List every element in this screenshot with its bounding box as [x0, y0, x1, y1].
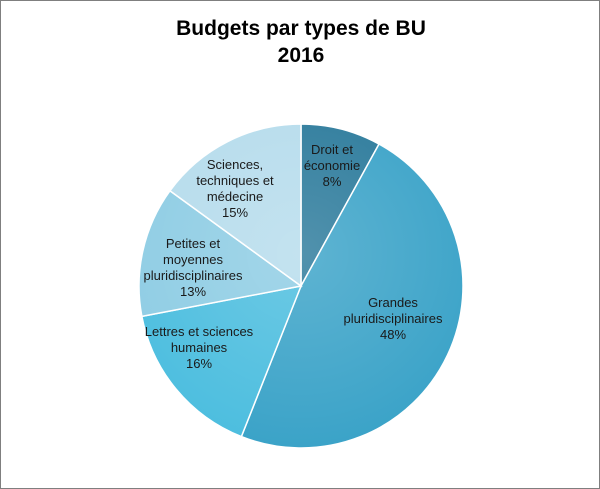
chart-title-line-1: Budgets par types de BU — [176, 17, 426, 40]
slice-label: Petites et moyennes pluridisciplinaires 13% — [144, 236, 243, 299]
slice-label: Sciences, techniques et médecine 15% — [196, 157, 274, 220]
slice-label: Grandes pluridisciplinaires 48% — [344, 295, 443, 342]
slice-label: Lettres et sciences humaines 16% — [145, 324, 254, 371]
chart-title-line-2: 2016 — [277, 44, 325, 67]
slice-label-line: techniques et — [196, 173, 274, 188]
slice-label-line: pluridisciplinaires — [144, 268, 243, 283]
slice-label-line: médecine — [207, 189, 263, 204]
slice-label-line: 48% — [380, 327, 406, 342]
slice-label-line: 13% — [180, 284, 206, 299]
slice-label-line: Droit et — [311, 142, 353, 157]
slice-label-line: 8% — [323, 174, 342, 189]
slice-label-line: humaines — [171, 340, 228, 355]
slice-label-line: 15% — [222, 205, 248, 220]
slice-label: Droit et économie 8% — [304, 142, 360, 189]
slice-label-line: 16% — [186, 356, 212, 371]
slice-label-line: Petites et — [166, 236, 221, 251]
slice-label-line: moyennes — [163, 252, 223, 267]
slice-label-line: Sciences, — [207, 157, 263, 172]
slice-label-line: Lettres et sciences — [145, 324, 254, 339]
slice-label-line: économie — [304, 158, 360, 173]
slice-label-line: Grandes — [368, 295, 418, 310]
slice-label-line: pluridisciplinaires — [344, 311, 443, 326]
chart-title: Budgets par types de BU 2016 — [1, 15, 599, 69]
pie-highlight — [139, 124, 463, 448]
